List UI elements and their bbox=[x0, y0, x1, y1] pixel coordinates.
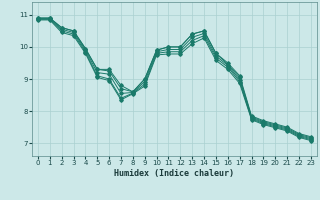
X-axis label: Humidex (Indice chaleur): Humidex (Indice chaleur) bbox=[115, 169, 234, 178]
